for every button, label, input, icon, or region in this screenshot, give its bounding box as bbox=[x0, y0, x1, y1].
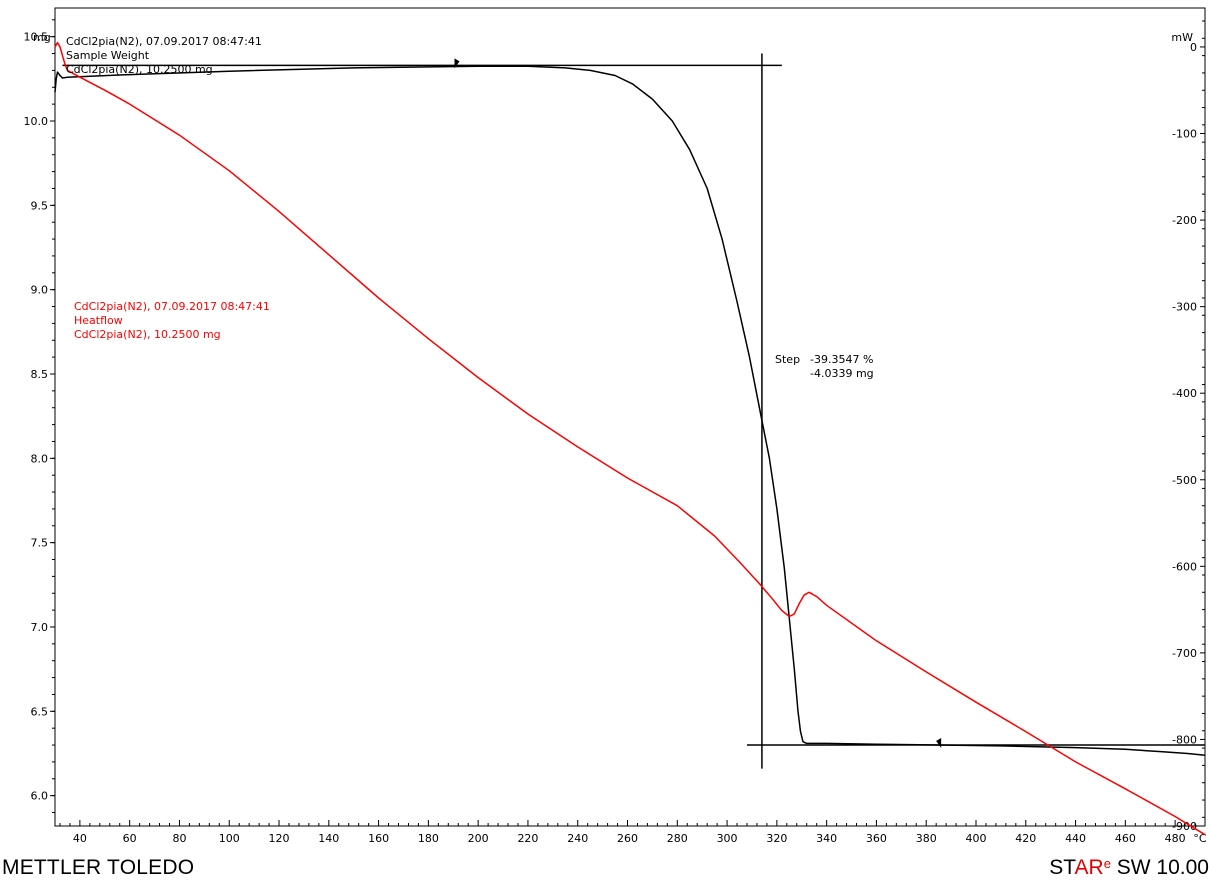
right-tick-label: -200 bbox=[1172, 214, 1197, 227]
x-tick-label: 160 bbox=[368, 832, 389, 845]
x-tick-label: 440 bbox=[1065, 832, 1086, 845]
x-tick-label: 460 bbox=[1115, 832, 1136, 845]
left-tick-label: 10.5 bbox=[24, 31, 49, 44]
x-tick-label: 300 bbox=[717, 832, 738, 845]
left-tick-label: 8.0 bbox=[31, 452, 49, 465]
left-tick-label: 7.0 bbox=[31, 621, 49, 634]
right-tick-label: -800 bbox=[1172, 733, 1197, 746]
step-annotation: Step -39.3547 %-4.0339 mg bbox=[775, 353, 874, 380]
right-tick-label: -900 bbox=[1172, 820, 1197, 833]
left-tick-label: 7.5 bbox=[31, 537, 49, 550]
x-tick-label: 100 bbox=[219, 832, 240, 845]
x-axis: 40 60 80 100 120 140 160 180 200 220 240 260 280 300 3… bbox=[59, 820, 1207, 845]
x-tick-label: 340 bbox=[816, 832, 837, 845]
x-tick-label: 120 bbox=[269, 832, 290, 845]
x-tick-label: 320 bbox=[766, 832, 787, 845]
right-tick-label: -600 bbox=[1172, 560, 1197, 573]
x-tick-label: 240 bbox=[567, 832, 588, 845]
right-tick-label: 0 bbox=[1190, 41, 1197, 54]
x-tick-label: 420 bbox=[1015, 832, 1036, 845]
software-label: STARe SW 10.00 bbox=[1049, 856, 1209, 880]
x-tick-label: 200 bbox=[468, 832, 489, 845]
x-tick-label: 80 bbox=[172, 832, 186, 845]
x-tick-label: 480 bbox=[1165, 832, 1186, 845]
software-prefix: ST bbox=[1049, 856, 1075, 879]
software-version: SW 10.00 bbox=[1110, 856, 1209, 879]
x-tick-label: 260 bbox=[617, 832, 638, 845]
right-tick-label: -500 bbox=[1172, 474, 1197, 487]
heatflow-line bbox=[54, 41, 1206, 836]
x-tick-label: 380 bbox=[916, 832, 937, 845]
step-label: Step bbox=[775, 353, 800, 366]
x-tick-label: 400 bbox=[965, 832, 986, 845]
left-tick-label: 8.5 bbox=[31, 368, 49, 381]
right-tick-label: -300 bbox=[1172, 301, 1197, 314]
right-tick-label: -400 bbox=[1172, 387, 1197, 400]
heatflow-legend-line-1: CdCl2pia(N2), 07.09.2017 08:47:41 bbox=[74, 300, 270, 313]
x-tick-label: 360 bbox=[866, 832, 887, 845]
sample-weight-line bbox=[54, 65, 1206, 756]
x-tick-label: 60 bbox=[123, 832, 137, 845]
heatflow-legend-line-2: Heatflow bbox=[74, 314, 123, 327]
x-tick-label: 280 bbox=[667, 832, 688, 845]
weight-legend-line-3: CdCl2pia(N2), 10.2500 mg bbox=[66, 63, 213, 76]
left-tick-label: 10.0 bbox=[24, 115, 49, 128]
left-tick-label: 9.5 bbox=[31, 199, 49, 212]
x-tick-label: 180 bbox=[418, 832, 439, 845]
x-tick-label: 140 bbox=[318, 832, 339, 845]
step-baselines bbox=[62, 53, 1205, 769]
right-tick-label: -700 bbox=[1172, 647, 1197, 660]
heatflow-legend-line-3: CdCl2pia(N2), 10.2500 mg bbox=[74, 328, 221, 341]
software-superscript: e bbox=[1103, 856, 1111, 871]
flag-marker-end bbox=[936, 738, 942, 749]
weight-legend-line-2: Sample Weight bbox=[66, 49, 150, 62]
x-tick-label: 40 bbox=[73, 832, 87, 845]
left-axis-unit: mg bbox=[33, 31, 51, 44]
left-tick-label: 6.0 bbox=[31, 790, 49, 803]
right-tick-label: -100 bbox=[1172, 128, 1197, 141]
x-tick-label: 220 bbox=[517, 832, 538, 845]
step-mg: -4.0339 mg bbox=[810, 367, 874, 380]
weight-legend-line-1: CdCl2pia(N2), 07.09.2017 08:47:41 bbox=[66, 35, 262, 48]
right-axis-unit: mW bbox=[1171, 31, 1193, 44]
step-percent: -39.3547 % bbox=[810, 353, 873, 366]
x-axis-unit: °C bbox=[1193, 832, 1207, 845]
plot-frame bbox=[54, 7, 1206, 827]
left-tick-label: 6.5 bbox=[31, 705, 49, 718]
right-y-axis: mW0 -100 -200 -300 -400 -500 -600 -700 -800 -900 bbox=[1171, 20, 1205, 833]
brand-label: METTLER TOLEDO bbox=[2, 856, 195, 879]
software-accent: AR bbox=[1074, 856, 1104, 879]
series-group bbox=[54, 41, 1206, 836]
legend-group: CdCl2pia(N2), 07.09.2017 08:47:41Sample … bbox=[66, 35, 270, 341]
left-tick-label: 9.0 bbox=[31, 284, 49, 297]
left-y-axis: mg 6.0 6.5 7.0 7.5 8.0 8.5 9.0 9.5 10.0 10.5 bbox=[24, 19, 55, 814]
